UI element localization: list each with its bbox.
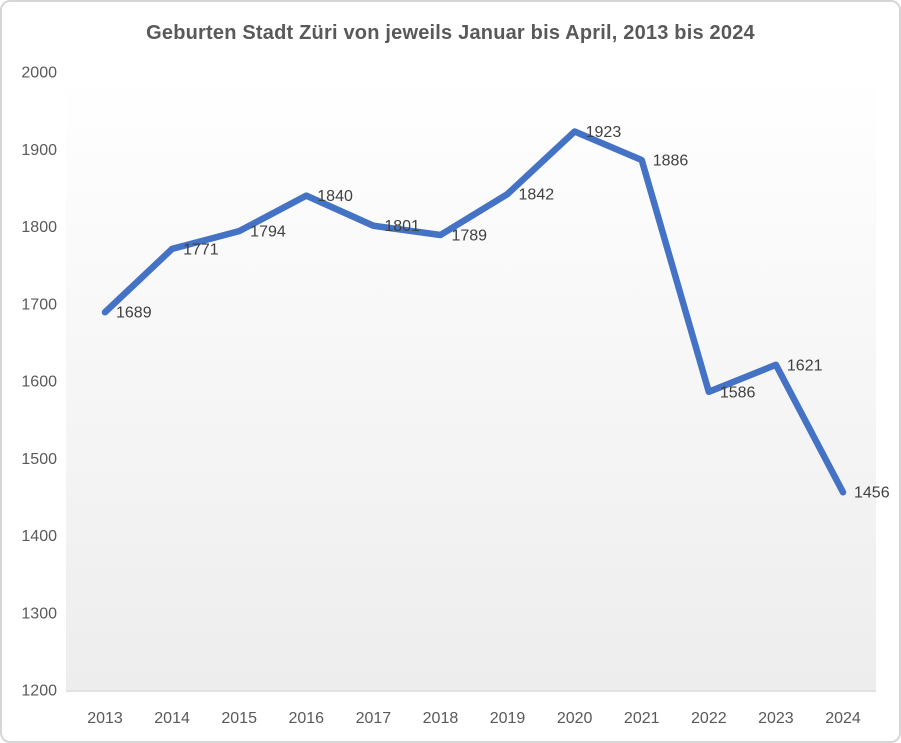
x-axis-tick-label: 2021: [624, 710, 660, 727]
data-label: 1789: [451, 227, 487, 244]
x-axis-tick-label: 2013: [87, 710, 123, 727]
x-axis-tick-label: 2017: [356, 710, 392, 727]
x-axis-tick-label: 2020: [557, 710, 593, 727]
y-axis-tick-label: 1800: [21, 219, 57, 236]
data-label: 1842: [519, 187, 555, 204]
x-axis-tick-label: 2018: [423, 710, 459, 727]
data-label: 1586: [720, 384, 756, 401]
data-label: 1886: [653, 153, 689, 170]
data-label: 1771: [183, 241, 219, 258]
y-axis-tick-label: 1900: [21, 142, 57, 159]
x-axis-tick-label: 2014: [154, 710, 190, 727]
y-axis-tick-label: 1400: [21, 528, 57, 545]
data-label: 1923: [586, 124, 622, 141]
x-axis-tick-label: 2019: [490, 710, 526, 727]
y-axis-tick-label: 1500: [21, 451, 57, 468]
chart-title: Geburten Stadt Züri von jeweils Januar b…: [146, 22, 755, 44]
data-label: 1456: [854, 485, 890, 502]
y-axis-tick-label: 1200: [21, 683, 57, 700]
line-series: [101, 128, 847, 496]
x-axis-tick-label: 2023: [758, 710, 794, 727]
x-axis-tick-label: 2022: [691, 710, 727, 727]
data-label: 1801: [384, 218, 420, 235]
x-axis-tick-label: 2024: [825, 710, 861, 727]
data-label: 1621: [787, 357, 823, 374]
y-axis-tick-label: 1600: [21, 374, 57, 391]
data-label: 1689: [116, 305, 152, 322]
data-label: 1840: [317, 188, 353, 205]
data-label: 1794: [250, 224, 286, 241]
y-axis-tick-label: 1300: [21, 605, 57, 622]
y-axis-tick-label: 1700: [21, 296, 57, 313]
y-axis-tick-label: 2000: [21, 65, 57, 82]
plot-area: [66, 72, 876, 690]
x-axis-tick-label: 2015: [221, 710, 257, 727]
x-axis-tick-label: 2016: [288, 710, 324, 727]
